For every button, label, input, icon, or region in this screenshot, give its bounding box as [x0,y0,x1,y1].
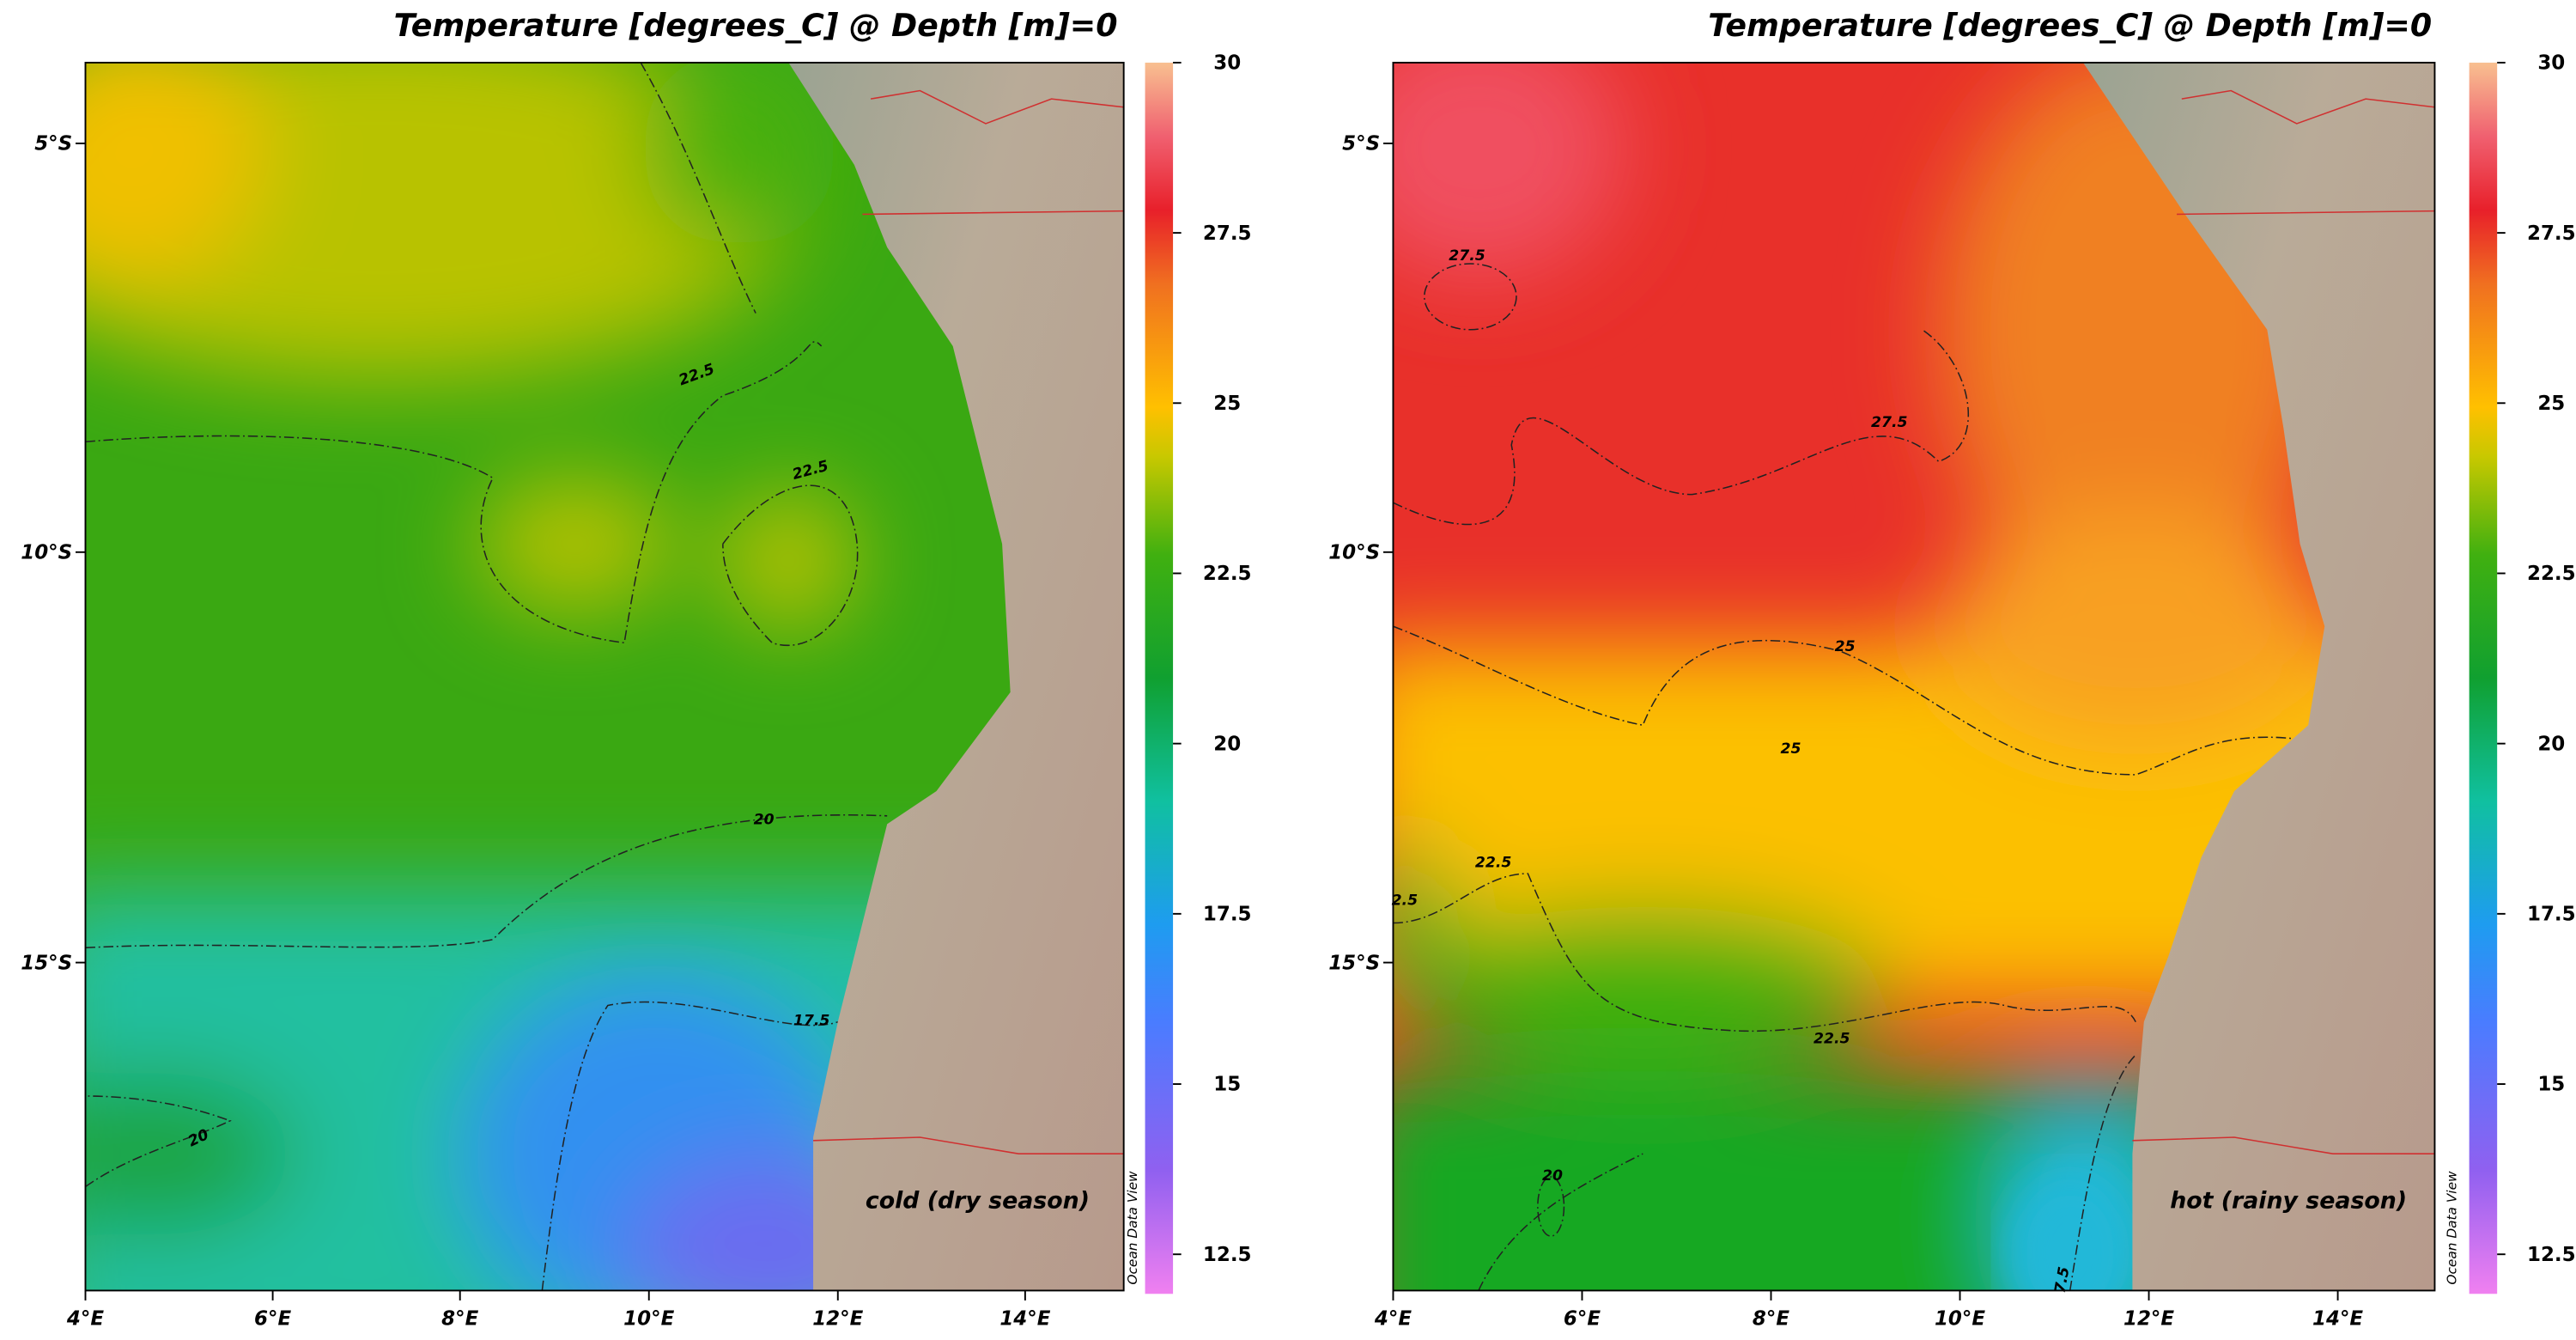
map-title: Temperature [degrees_C] @ Depth [m]=0 [394,7,1118,44]
contour-label: 20 [754,811,775,828]
season-annotation: cold (dry season) [866,1187,1090,1214]
contour-label: 22.5 [1814,1031,1850,1048]
map-title: Temperature [degrees_C] @ Depth [m]=0 [1708,7,2432,44]
lat-label: 10°S [21,541,72,563]
lon-label: 8°E [1753,1308,1789,1331]
lon-label: 4°E [1374,1308,1412,1331]
colorbar-label: 15 [1213,1074,1241,1096]
lat-label: 10°S [1328,541,1380,563]
colorbar-label: 20 [1213,733,1241,755]
contour-label: 20 [1542,1167,1563,1185]
colorbar-label: 27.5 [2527,222,2576,245]
contour-label: 2.5 [1392,892,1418,909]
colorbar-label: 27.5 [1203,222,1252,245]
lon-label: 10°E [1935,1308,1985,1331]
map-frame [84,61,1125,1292]
watermark: Ocean Data View [1125,1171,1140,1285]
colorbar-label: 22.5 [2527,563,2576,585]
colorbar-label: 17.5 [2527,903,2576,925]
map-hot [1393,62,2435,1291]
colorbar-label: 17.5 [1203,903,1252,925]
colorbar-label: 22.5 [1203,563,1252,585]
lon-label: 4°E [66,1308,104,1331]
lat-label: 15°S [21,952,72,974]
colorbar-label: 12.5 [1203,1244,1252,1266]
colorbar-label: 25 [2537,393,2565,415]
colorbar-label: 20 [2537,733,2565,755]
lon-label: 14°E [2312,1308,2363,1331]
lon-label: 12°E [812,1308,863,1331]
lat-label: 5°S [34,133,72,155]
lon-label: 6°E [1564,1308,1601,1331]
lon-label: 12°E [2123,1308,2174,1331]
lon-label: 6°E [254,1308,291,1331]
watermark: Ocean Data View [2444,1171,2459,1285]
map-cold [85,62,1124,1291]
colorbar [1145,62,1174,1294]
lon-label: 14°E [999,1308,1050,1331]
contour-label: 27.5 [1871,414,1907,431]
lon-label: 8°E [441,1308,478,1331]
colorbar-label: 15 [2537,1074,2565,1096]
lon-label: 10°E [623,1308,674,1331]
lat-label: 15°S [1328,952,1380,974]
contour-label: 25 [1835,638,1856,655]
colorbar-label: 25 [1213,393,1241,415]
contour-label: 27.5 [1449,247,1485,265]
contour-label: 25 [1780,740,1801,758]
lat-label: 5°S [1342,133,1380,155]
contour-label: 17.5 [793,1012,829,1029]
contour-label: 22.5 [1475,854,1511,871]
colorbar-label: 30 [2537,52,2565,75]
colorbar-label: 30 [1213,52,1241,75]
colorbar-label: 12.5 [2527,1244,2576,1266]
map-frame [1392,61,2436,1292]
season-annotation: hot (rainy season) [2170,1187,2407,1214]
colorbar [2469,62,2498,1294]
